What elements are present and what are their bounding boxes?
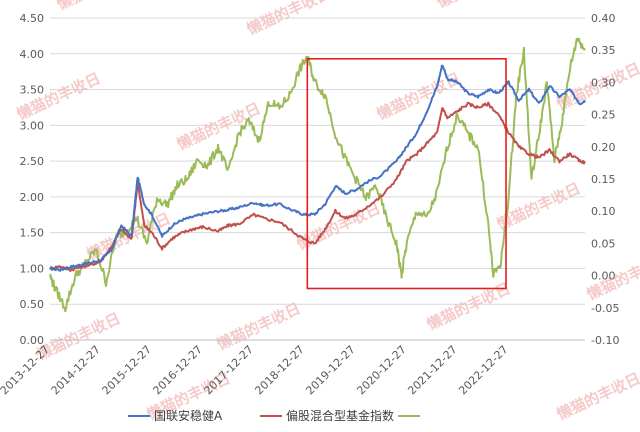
y-left-tick-label: 0.50 bbox=[20, 298, 45, 311]
y-left-tick-label: 4.50 bbox=[20, 12, 45, 25]
legend-label-1: 偏股混合型基金指数 bbox=[286, 408, 394, 423]
y-left-tick-label: 3.00 bbox=[20, 119, 45, 132]
series-line-2 bbox=[49, 37, 586, 313]
y-right-tick-label: 0.40 bbox=[591, 12, 616, 25]
y-right-tick-label: 0.20 bbox=[591, 141, 616, 154]
y-left-tick-label: 1.50 bbox=[20, 227, 45, 240]
y-right-tick-label: 0.10 bbox=[591, 205, 616, 218]
y-left-tick-label: 0.00 bbox=[20, 334, 45, 347]
y-left-tick-label: 1.00 bbox=[20, 262, 45, 275]
y-right-tick-label: -0.05 bbox=[591, 302, 619, 315]
y-right-tick-label: 0.25 bbox=[591, 109, 616, 122]
y-axis-left: 0.00 0.50 1.00 1.50 2.00 2.50 3.00 3.50 4.00 4.50 bbox=[20, 12, 45, 347]
y-right-tick-label: -0.10 bbox=[591, 334, 619, 347]
y-right-tick-label: 0.00 bbox=[591, 270, 616, 283]
y-right-tick-label: 0.15 bbox=[591, 173, 616, 186]
highlight-box bbox=[306, 57, 507, 290]
y-left-tick-label: 2.00 bbox=[20, 191, 45, 204]
y-left-tick-label: 4.00 bbox=[20, 48, 45, 61]
y-right-tick-label: 0.05 bbox=[591, 237, 616, 250]
gridlines bbox=[50, 17, 585, 341]
y-right-tick-label: 0.30 bbox=[591, 76, 616, 89]
legend-label-0: 国联安稳健A bbox=[154, 408, 223, 423]
y-right-tick-label: 0.35 bbox=[591, 44, 616, 57]
y-axis-right: -0.10 -0.05 0.00 0.05 0.10 0.15 0.20 0.25 0.30 0.… bbox=[591, 12, 619, 347]
y-left-tick-label: 2.50 bbox=[20, 155, 45, 168]
legend: 国联安稳健A 偏股混合型基金指数 bbox=[128, 408, 420, 423]
series-lines bbox=[49, 37, 586, 313]
y-left-tick-label: 3.50 bbox=[20, 84, 45, 97]
series-line-0 bbox=[50, 64, 586, 272]
